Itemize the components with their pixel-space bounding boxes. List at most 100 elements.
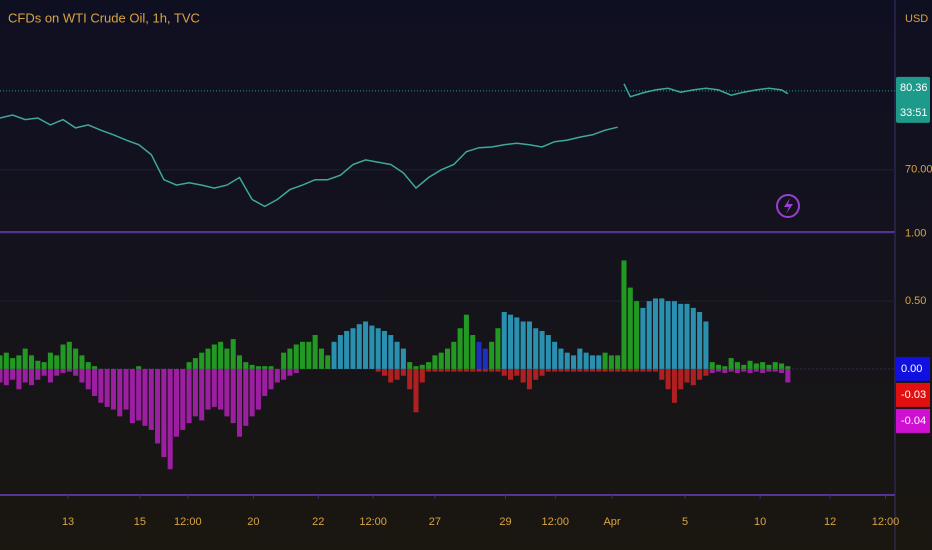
histogram-bar <box>753 363 759 369</box>
histogram-bar <box>552 368 558 372</box>
histogram-bar <box>54 355 60 369</box>
histogram-bar <box>41 368 47 376</box>
histogram-bar <box>697 368 703 380</box>
histogram-bar <box>470 368 476 372</box>
histogram-bar <box>363 321 369 369</box>
histogram-bar <box>318 348 324 369</box>
histogram-bar <box>293 368 299 373</box>
histogram-bar <box>671 368 677 403</box>
histogram-bar <box>722 366 728 369</box>
histogram-bar <box>652 298 659 369</box>
histogram-bar <box>621 368 627 372</box>
histogram-bar <box>697 311 703 369</box>
histogram-bar <box>589 368 595 372</box>
histogram-bar <box>136 368 142 421</box>
histogram-bar <box>426 362 432 369</box>
histogram-bar <box>268 366 274 369</box>
histogram-bar <box>47 352 53 369</box>
histogram-bar <box>325 355 331 369</box>
histogram-bar <box>419 368 425 383</box>
histogram-bar <box>407 362 413 369</box>
histogram-bar <box>381 330 387 369</box>
histogram-bar <box>722 368 728 373</box>
histogram-bar <box>508 314 514 369</box>
histogram-bar <box>533 328 539 369</box>
histogram-bar <box>741 364 747 369</box>
histogram-bar <box>300 341 306 369</box>
histogram-bar <box>432 355 438 369</box>
histogram-bar <box>407 368 413 390</box>
histogram-bar <box>463 314 469 369</box>
histogram-bar <box>577 348 583 369</box>
histogram-bar <box>476 341 482 369</box>
histogram-bar <box>211 344 217 369</box>
histogram-bar <box>388 335 394 369</box>
histogram-bar <box>104 368 110 407</box>
histogram-bar <box>224 348 230 369</box>
y-tick-label: 0.50 <box>905 295 926 307</box>
histogram-bar <box>716 368 722 372</box>
histogram-bar <box>35 368 41 380</box>
histogram-bar <box>419 364 425 369</box>
histogram-bar <box>432 368 438 372</box>
histogram-bar <box>646 368 652 372</box>
histogram-bar <box>255 366 261 369</box>
histogram-bar <box>703 321 709 369</box>
histogram-bar <box>602 368 608 372</box>
histogram-bar <box>495 328 501 369</box>
histogram-bar <box>779 363 785 369</box>
histogram-bar <box>426 368 432 372</box>
histogram-bar <box>457 368 463 372</box>
histogram-bar <box>558 348 564 369</box>
histogram-bar <box>552 341 558 369</box>
histogram-bar <box>545 335 551 369</box>
histogram-bar <box>646 301 652 369</box>
x-tick-label: 13 <box>62 516 74 528</box>
histogram-bar <box>236 368 243 437</box>
histogram-bar <box>400 348 406 369</box>
x-tick-label: 10 <box>754 516 766 528</box>
histogram-bar <box>728 358 734 369</box>
histogram-bar <box>10 358 16 369</box>
histogram-bar <box>476 368 482 372</box>
histogram-bar <box>747 360 753 369</box>
histogram-bar <box>558 368 564 372</box>
histogram-bar <box>142 368 148 426</box>
histogram-bar <box>741 368 747 372</box>
x-tick-label: 5 <box>682 516 688 528</box>
histogram-bar <box>161 368 167 458</box>
histogram-bar <box>60 368 66 373</box>
x-tick-label: 12:00 <box>542 516 570 528</box>
histogram-bar <box>243 368 249 426</box>
histogram-bar <box>583 352 589 369</box>
histogram-bar <box>73 368 79 376</box>
histogram-bar <box>388 368 394 383</box>
histogram-bar <box>236 355 243 369</box>
histogram-bar <box>785 366 791 369</box>
histogram-bar <box>760 362 766 369</box>
histogram-bar <box>734 368 740 373</box>
histogram-bar <box>369 325 375 369</box>
histogram-bar <box>571 368 577 372</box>
histogram-bar <box>205 348 211 369</box>
histogram-bar <box>0 355 3 369</box>
histogram-bar <box>772 362 778 369</box>
histogram-bar <box>312 335 318 369</box>
histogram-bar <box>92 368 98 397</box>
histogram-bar <box>3 368 9 386</box>
x-tick-label: 22 <box>312 516 324 528</box>
value-tag-label: -0.03 <box>901 389 926 401</box>
histogram-bar <box>678 368 684 390</box>
histogram-bar <box>10 368 16 380</box>
histogram-bar <box>526 321 532 369</box>
histogram-bar <box>470 335 476 369</box>
histogram-bar <box>716 364 722 369</box>
histogram-bar <box>564 352 570 369</box>
histogram-bar <box>772 368 778 372</box>
histogram-bar <box>293 344 299 369</box>
histogram-bar <box>331 341 337 369</box>
histogram-bar <box>205 368 211 410</box>
histogram-bar <box>779 368 785 373</box>
x-tick-label: 12:00 <box>872 516 900 528</box>
